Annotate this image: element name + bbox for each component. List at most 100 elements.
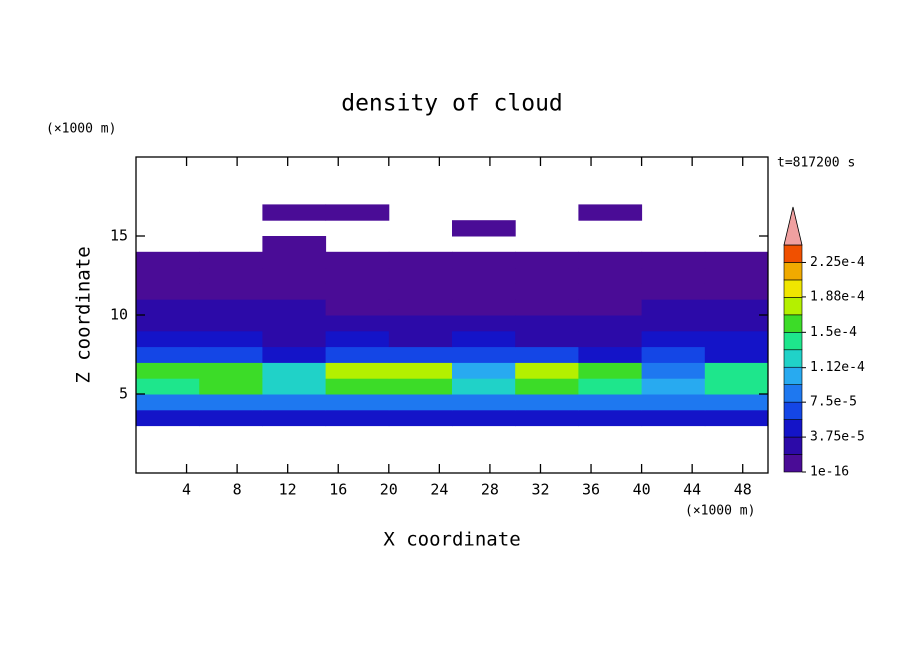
contour-cell: [452, 220, 516, 237]
colorbar-box: [783, 384, 803, 403]
contour-cell: [452, 299, 516, 316]
field: [136, 204, 769, 427]
y-axis-title: Z coordinate: [73, 246, 95, 383]
contour-cell: [199, 330, 263, 348]
contour-cell: [388, 299, 453, 316]
contour-cell: [515, 267, 579, 284]
x-tick-label: 4: [182, 481, 191, 499]
contour-cell: [641, 283, 706, 300]
contour-cell: [262, 378, 327, 395]
contour-cell: [325, 299, 390, 316]
contour-cell: [515, 409, 579, 427]
colorbar-box: [783, 419, 803, 438]
contour-cell: [515, 330, 579, 348]
contour-cell: [199, 362, 263, 379]
contour-cell: [452, 362, 516, 379]
contour-cell: [641, 362, 706, 379]
contour-cell: [388, 409, 453, 427]
contour-cell: [578, 346, 643, 363]
x-tick-label: 12: [279, 481, 297, 499]
contour-cell: [136, 299, 200, 316]
contour-cell: [515, 394, 579, 411]
x-tick-label: 48: [734, 481, 752, 499]
contour-cell: [262, 236, 327, 253]
contour-cell: [199, 267, 263, 284]
chart-title: density of cloud: [341, 91, 563, 117]
contour-cell: [515, 346, 579, 363]
contour-cell: [578, 315, 643, 332]
contour-cell: [578, 204, 643, 221]
contour-cell: [262, 283, 327, 300]
contour-cell: [641, 315, 706, 332]
contour-cell: [452, 394, 516, 411]
contour-cell: [325, 204, 390, 221]
x-unit: (×1000 m): [685, 504, 755, 519]
contour-cell: [388, 378, 453, 395]
colorbar-tick-label: 3.75e-5: [810, 430, 865, 445]
contour-cell: [262, 362, 327, 379]
x-tick-label: 44: [683, 481, 701, 499]
colorbar-box: [783, 401, 803, 420]
contour-cell: [641, 378, 706, 395]
contour-cell: [515, 315, 579, 332]
contour-cell: [199, 394, 263, 411]
contour-cell: [641, 330, 706, 348]
contour-cell: [199, 283, 263, 300]
contour-cell: [578, 409, 643, 427]
contour-cell: [262, 346, 327, 363]
contour-cell: [262, 267, 327, 284]
contour-cell: [388, 267, 453, 284]
contour-cell: [262, 394, 327, 411]
contour-cell: [704, 346, 769, 363]
contour-cell: [704, 251, 769, 269]
contour-cell: [325, 267, 390, 284]
contour-cell: [704, 299, 769, 316]
x-axis-title: X coordinate: [383, 529, 520, 551]
contour-cell: [452, 283, 516, 300]
contour-cell: [136, 394, 200, 411]
contour-cell: [515, 251, 579, 269]
contour-cell: [325, 315, 390, 332]
colorbar-box: [783, 366, 803, 385]
colorbar-box: [783, 454, 803, 473]
contour-cell: [199, 299, 263, 316]
contour-cell: [704, 409, 769, 427]
contour-cell: [515, 283, 579, 300]
contour-cell: [136, 251, 200, 269]
contour-cell: [641, 394, 706, 411]
contour-cell: [704, 267, 769, 284]
y-tick-label: 5: [119, 385, 128, 403]
x-tick-label: 40: [633, 481, 651, 499]
contour-cell: [199, 346, 263, 363]
contour-cell: [325, 394, 390, 411]
contour-cell: [325, 330, 390, 348]
y-tick-label: 10: [110, 306, 128, 324]
contour-cell: [199, 378, 263, 395]
colorbar-box: [783, 332, 803, 351]
colorbar-tick-label: 2.25e-4: [810, 255, 865, 270]
contour-cell: [578, 299, 643, 316]
contour-cell: [199, 315, 263, 332]
contour-cell: [325, 409, 390, 427]
contour-cell: [262, 299, 327, 316]
contour-cell: [388, 330, 453, 348]
contour-cell: [704, 330, 769, 348]
contour-cell: [515, 378, 579, 395]
contour-cell: [136, 315, 200, 332]
contour-cell: [452, 346, 516, 363]
colorbar-box: [783, 262, 803, 281]
contour-cell: [578, 362, 643, 379]
contour-cell: [452, 330, 516, 348]
contour-cell: [136, 378, 200, 395]
colorbar-tick-label: 1.5e-4: [810, 325, 857, 340]
contour-cell: [388, 362, 453, 379]
contour-cell: [199, 409, 263, 427]
contour-cell: [136, 346, 200, 363]
contour-cell: [578, 394, 643, 411]
contour-cell: [136, 283, 200, 300]
contour-cell: [704, 315, 769, 332]
contour-cell: [199, 251, 263, 269]
x-tick-label: 28: [481, 481, 499, 499]
contour-cell: [704, 283, 769, 300]
x-tick-label: 8: [233, 481, 242, 499]
